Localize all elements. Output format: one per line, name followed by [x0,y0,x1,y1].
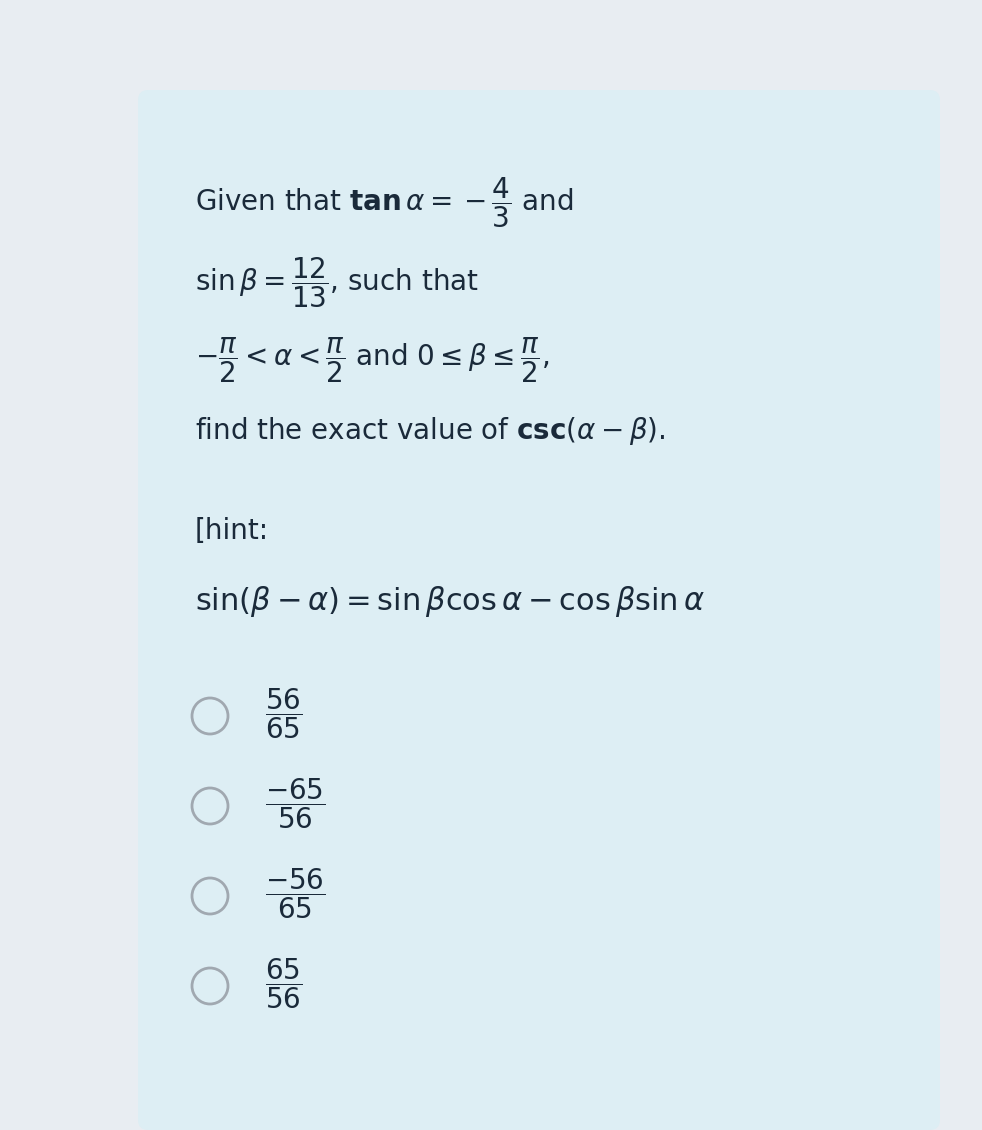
Text: Given that $\mathbf{tan}\,\alpha = -\dfrac{4}{3}$ and: Given that $\mathbf{tan}\,\alpha = -\dfr… [195,175,573,229]
Text: $\sin\beta = \dfrac{12}{13}$, such that: $\sin\beta = \dfrac{12}{13}$, such that [195,255,479,310]
Text: $-\dfrac{\pi}{2} < \alpha < \dfrac{\pi}{2}$ and $0 \leq \beta \leq \dfrac{\pi}{2: $-\dfrac{\pi}{2} < \alpha < \dfrac{\pi}{… [195,334,550,384]
Text: $\dfrac{65}{56}$: $\dfrac{65}{56}$ [265,956,302,1010]
Text: $\dfrac{-65}{56}$: $\dfrac{-65}{56}$ [265,776,326,831]
Text: find the exact value of $\mathbf{csc}(\alpha - \beta)$.: find the exact value of $\mathbf{csc}(\a… [195,415,666,447]
Text: $\dfrac{56}{65}$: $\dfrac{56}{65}$ [265,686,302,740]
Text: [hint:: [hint: [195,518,269,545]
FancyBboxPatch shape [138,90,940,1130]
Text: $\sin(\beta - \alpha) = \sin\beta\cos\alpha - \cos\beta\sin\alpha$: $\sin(\beta - \alpha) = \sin\beta\cos\al… [195,584,705,619]
Text: $\dfrac{-56}{65}$: $\dfrac{-56}{65}$ [265,866,326,921]
